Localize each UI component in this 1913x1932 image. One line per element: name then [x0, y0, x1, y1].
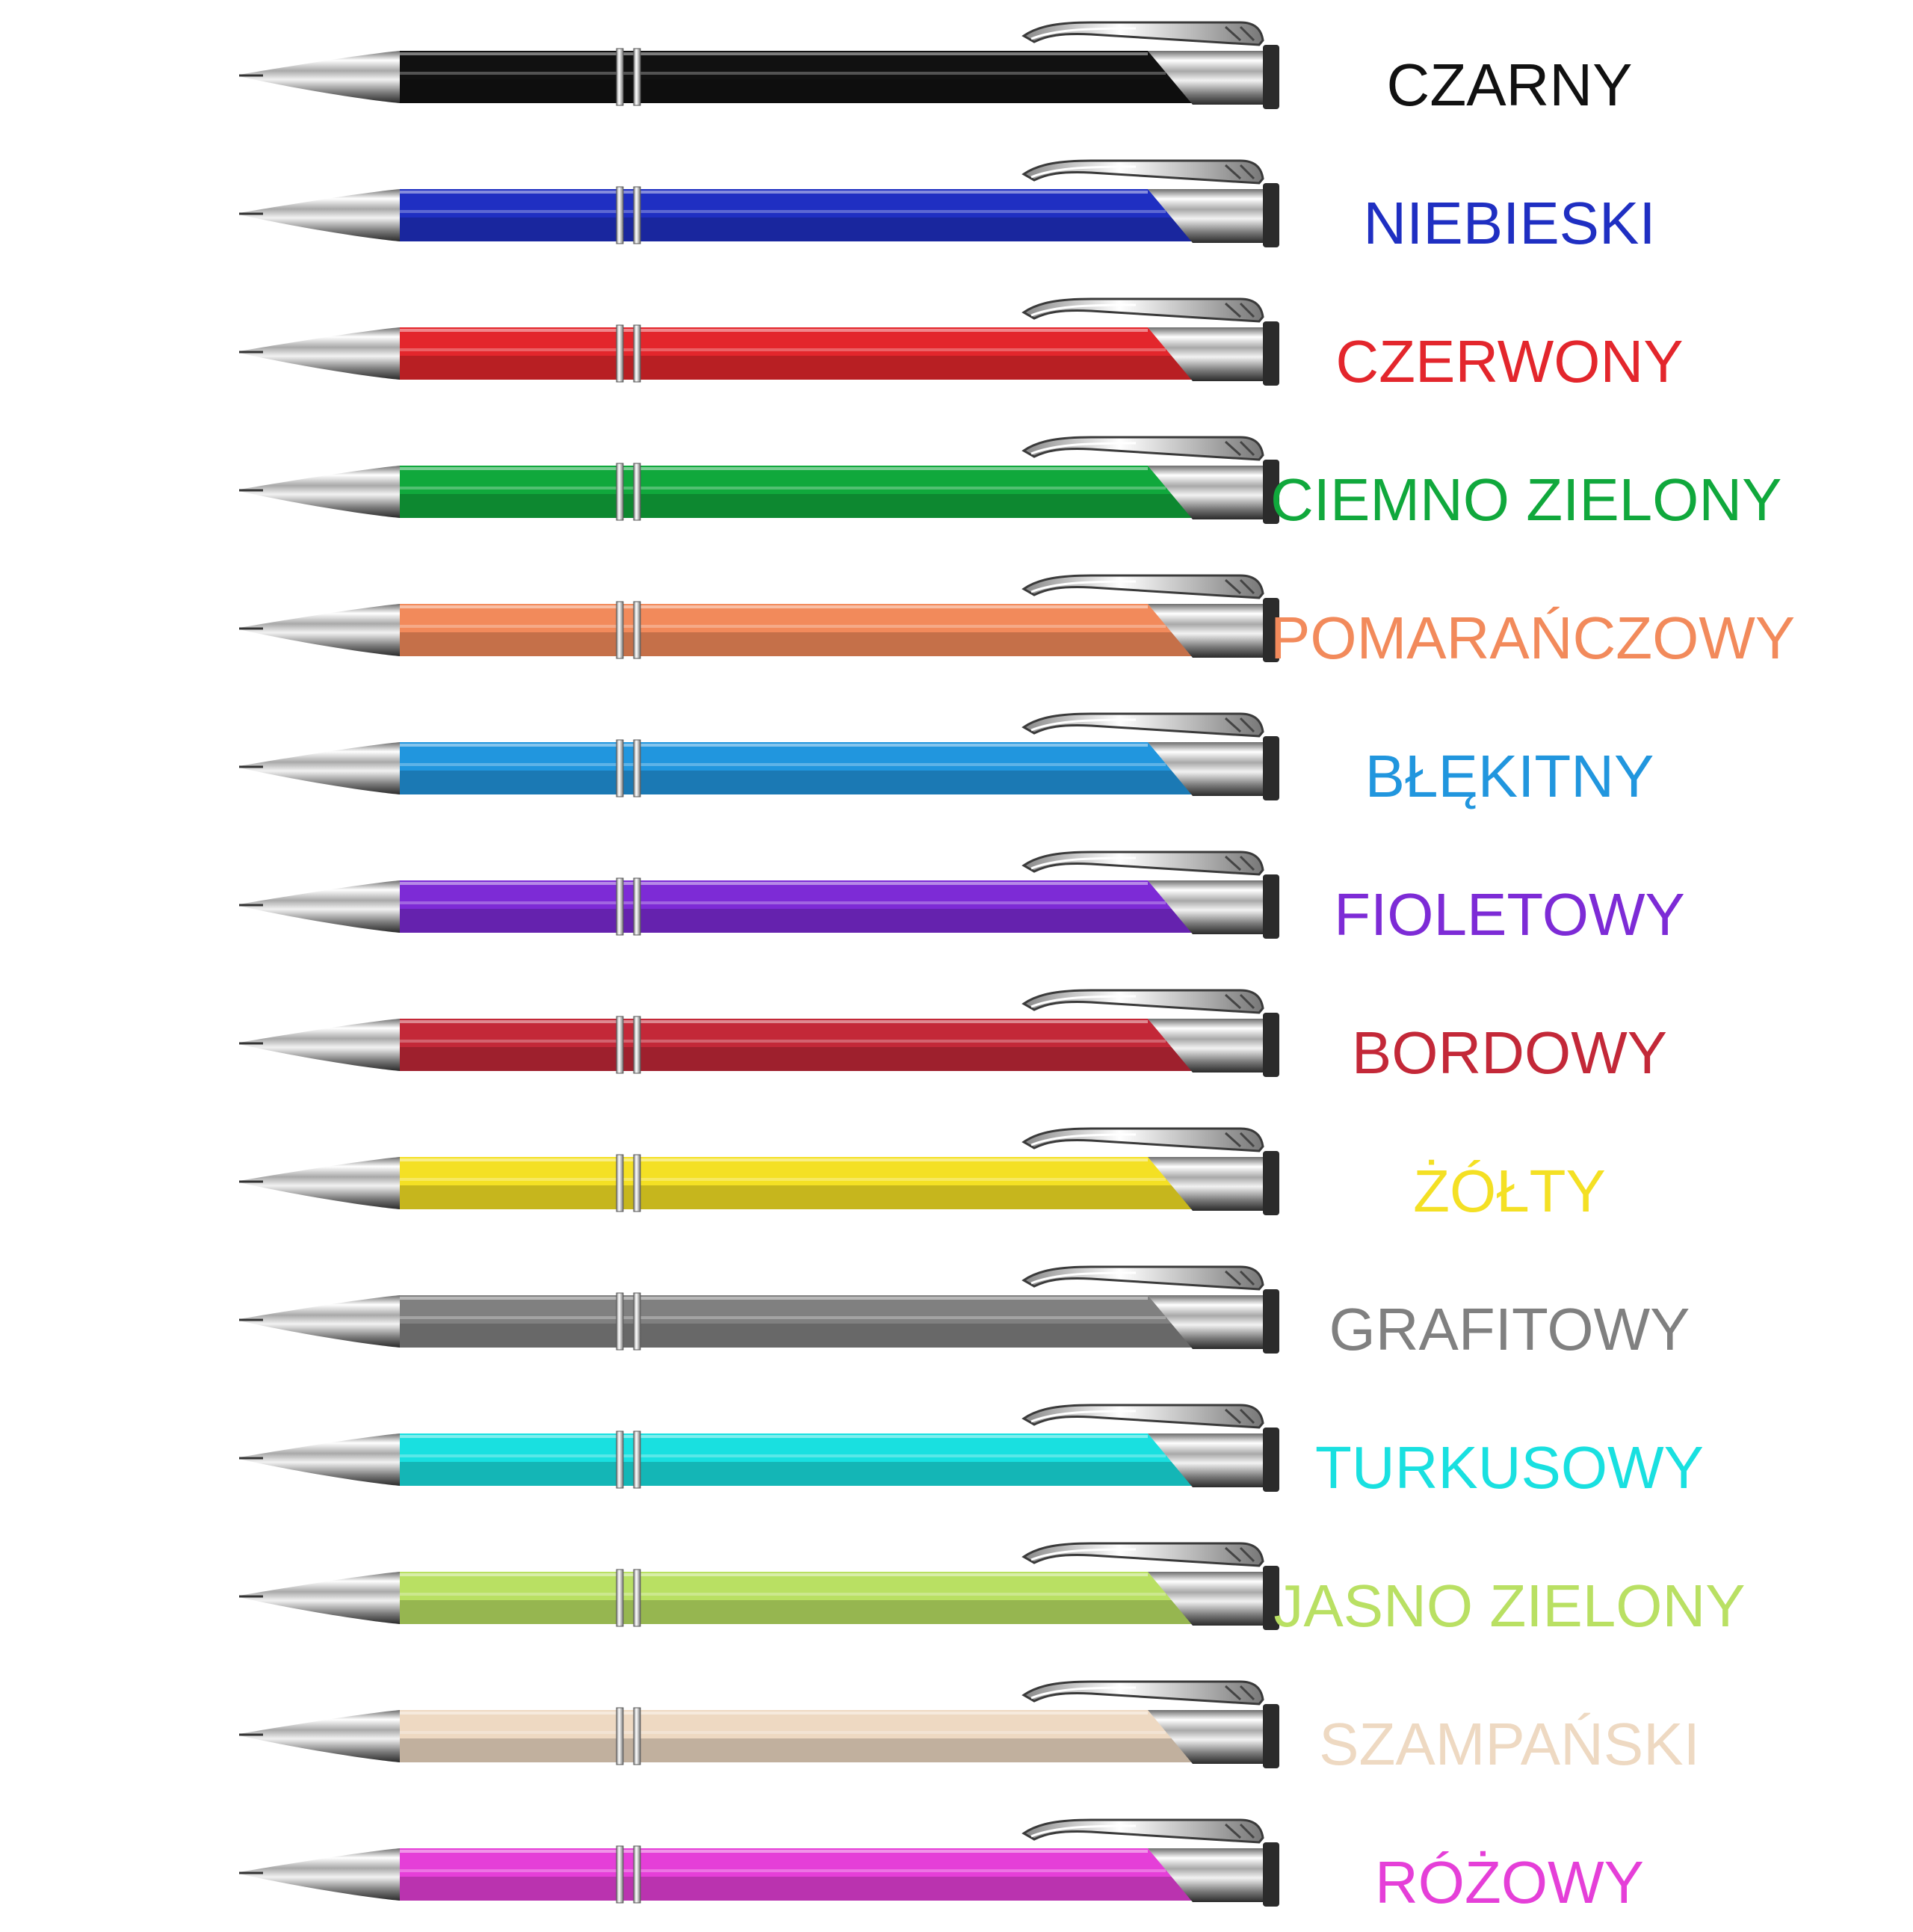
- pen-clip: [1022, 712, 1264, 738]
- pen-clip: [1022, 159, 1264, 185]
- pen-image: [239, 1127, 1279, 1215]
- pen-ring: [616, 48, 624, 106]
- pen-tip: [239, 1848, 400, 1901]
- pen-image: [239, 297, 1279, 386]
- pen-tip: [239, 466, 400, 518]
- pen-ring: [616, 324, 624, 383]
- pen-clip: [1022, 436, 1264, 461]
- pen-ring: [616, 1292, 624, 1351]
- pen-row-10: GRAFITOWY: [0, 1265, 1913, 1379]
- pen-cap: [1148, 327, 1263, 381]
- pen-cap: [1148, 1710, 1263, 1764]
- pen-image: [239, 1404, 1279, 1492]
- pen-image: [239, 851, 1279, 939]
- pen-row-3: CZERWONY: [0, 297, 1913, 411]
- pen-cap: [1148, 880, 1263, 934]
- pen-tip: [239, 327, 400, 380]
- pen-clip: [1022, 574, 1264, 599]
- pen-clip: [1022, 1404, 1264, 1429]
- pen-image: [239, 1542, 1279, 1630]
- pen-image: [239, 1680, 1279, 1768]
- pen-row-4: CIEMNO ZIELONY: [0, 436, 1913, 549]
- pen-row-5: POMARAŃCZOWY: [0, 574, 1913, 688]
- pen-cap: [1148, 742, 1263, 796]
- pen-tip: [239, 51, 400, 103]
- pen-row-14: RÓŻOWY: [0, 1818, 1913, 1932]
- pen-cap: [1148, 1572, 1263, 1626]
- pen-color-label: CZERWONY: [1335, 328, 1684, 395]
- pen-image: [239, 1265, 1279, 1354]
- pen-color-label: SZAMPAŃSKI: [1319, 1711, 1700, 1777]
- pen-clip: [1022, 1818, 1264, 1844]
- pen-color-label: GRAFITOWY: [1329, 1296, 1690, 1362]
- pen-row-2: NIEBIESKI: [0, 159, 1913, 273]
- pen-color-label: RÓŻOWY: [1375, 1849, 1644, 1916]
- pen-row-12: JASNO ZIELONY: [0, 1542, 1913, 1655]
- pen-image: [239, 712, 1279, 800]
- pen-image: [239, 1818, 1279, 1907]
- pen-tip: [239, 1433, 400, 1486]
- pen-ring: [616, 1707, 624, 1765]
- pen-clip: [1022, 21, 1264, 46]
- pen-color-label: JASNO ZIELONY: [1273, 1573, 1746, 1639]
- pen-clip: [1022, 1127, 1264, 1152]
- pen-clip: [1022, 297, 1264, 323]
- pen-tip: [239, 742, 400, 794]
- pen-clip: [1022, 989, 1264, 1014]
- pen-image: [239, 159, 1279, 247]
- pen-ring: [616, 1845, 624, 1904]
- pen-clip: [1022, 851, 1264, 876]
- pen-row-1: CZARNY: [0, 21, 1913, 135]
- pen-image: [239, 989, 1279, 1077]
- pen-cap: [1148, 604, 1263, 658]
- pen-tip: [239, 1295, 400, 1348]
- pen-color-label: TURKUSOWY: [1315, 1434, 1704, 1501]
- pen-ring: [616, 877, 624, 936]
- pen-cap: [1148, 189, 1263, 243]
- pen-ring: [616, 1431, 624, 1489]
- pen-cap: [1148, 1019, 1263, 1073]
- pen-cap: [1148, 1157, 1263, 1211]
- pen-cap: [1148, 1295, 1263, 1349]
- pen-clip: [1022, 1542, 1264, 1567]
- pen-row-9: ŻÓŁTY: [0, 1127, 1913, 1241]
- pen-ring: [616, 601, 624, 659]
- pen-color-label: NIEBIESKI: [1363, 190, 1656, 256]
- pen-cap: [1148, 1433, 1263, 1487]
- pen-tip: [239, 604, 400, 656]
- pen-row-7: FIOLETOWY: [0, 851, 1913, 964]
- pen-tip: [239, 189, 400, 241]
- pen-color-label: CZARNY: [1386, 52, 1633, 118]
- pen-tip: [239, 1019, 400, 1071]
- pen-row-11: TURKUSOWY: [0, 1404, 1913, 1517]
- pen-row-13: SZAMPAŃSKI: [0, 1680, 1913, 1794]
- pen-ring: [616, 186, 624, 244]
- pen-tip: [239, 1157, 400, 1209]
- pen-ring: [616, 463, 624, 521]
- pen-row-8: BORDOWY: [0, 989, 1913, 1102]
- pen-image: [239, 574, 1279, 662]
- pen-color-label: BŁĘKITNY: [1365, 743, 1654, 809]
- pen-cap: [1148, 466, 1263, 519]
- pen-tip: [239, 880, 400, 933]
- pen-ring: [616, 1154, 624, 1212]
- pen-color-label: ŻÓŁTY: [1413, 1158, 1606, 1224]
- pen-ring: [616, 1016, 624, 1074]
- pen-ring: [616, 1569, 624, 1627]
- pen-clip: [1022, 1680, 1264, 1706]
- pen-cap: [1148, 51, 1263, 105]
- pen-image: [239, 21, 1279, 109]
- pen-tip: [239, 1572, 400, 1624]
- pen-color-label: BORDOWY: [1351, 1019, 1668, 1086]
- pen-color-label: CIEMNO ZIELONY: [1270, 466, 1782, 533]
- pen-row-6: BŁĘKITNY: [0, 712, 1913, 826]
- pen-color-label: FIOLETOWY: [1334, 881, 1685, 948]
- pen-color-label: POMARAŃCZOWY: [1270, 605, 1796, 671]
- pen-tip: [239, 1710, 400, 1762]
- pen-cap: [1148, 1848, 1263, 1902]
- pen-clip: [1022, 1265, 1264, 1291]
- pen-image: [239, 436, 1279, 524]
- pen-ring: [616, 739, 624, 797]
